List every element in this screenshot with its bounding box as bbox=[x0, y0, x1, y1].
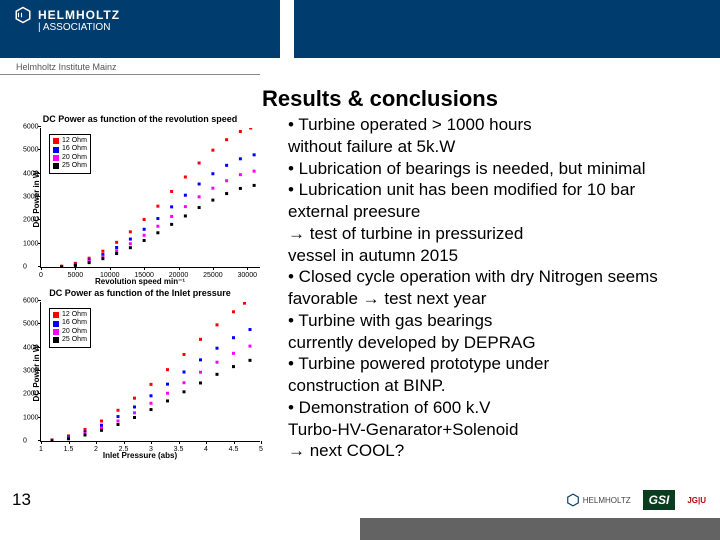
x-tick: 30000 bbox=[238, 272, 257, 279]
legend-item: 20 Ohm bbox=[53, 154, 87, 162]
footer-logo-text: GSI bbox=[649, 493, 670, 507]
legend-label: 25 Ohm bbox=[62, 336, 87, 344]
legend-label: 20 Ohm bbox=[62, 328, 87, 336]
y-tick: 3000 bbox=[23, 368, 39, 375]
chart2-xlabel: Inlet Pressure (abs) bbox=[103, 451, 177, 460]
content-area: DC Power as function of the revolution s… bbox=[10, 114, 710, 494]
chart-legend: 12 Ohm16 Ohm20 Ohm25 Ohm bbox=[49, 134, 91, 174]
y-tick: 6000 bbox=[23, 124, 39, 131]
legend-marker bbox=[53, 147, 59, 153]
bullet-list: • Turbine operated > 1000 hours without … bbox=[288, 114, 658, 494]
footer-logo-text: JG|U bbox=[687, 496, 706, 505]
y-tick: 1000 bbox=[23, 240, 39, 247]
y-tick: 5000 bbox=[23, 147, 39, 154]
bullet-line: • Turbine with gas bearings bbox=[288, 310, 658, 332]
legend-label: 16 Ohm bbox=[62, 145, 87, 153]
footer-logo-helmholtz: HELMHOLTZ bbox=[566, 490, 631, 510]
charts-column: DC Power as function of the revolution s… bbox=[10, 114, 270, 494]
chart2-plot-area: 11.522.533.544.5501000200030004000500060… bbox=[40, 302, 260, 442]
hexagon-icon bbox=[566, 493, 580, 507]
bullet-line: • Turbine powered prototype under bbox=[288, 353, 658, 375]
legend-marker bbox=[53, 138, 59, 144]
bullet-line: → next COOL? bbox=[288, 440, 658, 462]
institute-name: Helmholtz Institute Mainz bbox=[0, 58, 260, 75]
footer-logos: HELMHOLTZ GSI JG|U bbox=[566, 490, 706, 510]
legend-marker bbox=[53, 329, 59, 335]
y-tick: 4000 bbox=[23, 344, 39, 351]
y-tick: 6000 bbox=[23, 298, 39, 305]
chart-dc-power-vs-speed: DC Power as function of the revolution s… bbox=[10, 114, 270, 284]
bullet-line: construction at BINP. bbox=[288, 375, 658, 397]
chart1-title: DC Power as function of the revolution s… bbox=[43, 114, 238, 124]
chart1-xlabel: Revolution speed min⁻¹ bbox=[95, 277, 185, 286]
legend-item: 16 Ohm bbox=[53, 319, 87, 327]
footer-logo-gsi: GSI bbox=[643, 490, 676, 510]
logo-main-text: HELMHOLTZ bbox=[38, 8, 120, 22]
legend-item: 20 Ohm bbox=[53, 328, 87, 336]
y-tick: 0 bbox=[23, 438, 27, 445]
bullet-line: currently developed by DEPRAG bbox=[288, 332, 658, 354]
bullet-line: favorable → test next year bbox=[288, 288, 658, 310]
x-tick: 4 bbox=[204, 446, 208, 453]
bullet-line: • Turbine operated > 1000 hours bbox=[288, 114, 658, 136]
x-tick: 5000 bbox=[68, 272, 84, 279]
x-tick: 25000 bbox=[203, 272, 222, 279]
y-tick: 1000 bbox=[23, 414, 39, 421]
legend-marker bbox=[53, 163, 59, 169]
bullet-line: Turbo-HV-Genarator+Solenoid bbox=[288, 419, 658, 441]
footer-logo-text: HELMHOLTZ bbox=[583, 496, 631, 505]
x-tick: 2 bbox=[94, 446, 98, 453]
x-tick: 4.5 bbox=[229, 446, 239, 453]
legend-item: 25 Ohm bbox=[53, 336, 87, 344]
slide-title: Results & conclusions bbox=[262, 86, 498, 112]
legend-label: 20 Ohm bbox=[62, 154, 87, 162]
legend-marker bbox=[53, 155, 59, 161]
legend-marker bbox=[53, 321, 59, 327]
bullet-line: • Closed cycle operation with dry Nitrog… bbox=[288, 266, 658, 288]
y-tick: 2000 bbox=[23, 391, 39, 398]
x-tick: 5 bbox=[259, 446, 263, 453]
legend-item: 12 Ohm bbox=[53, 311, 87, 319]
page-number: 13 bbox=[12, 490, 31, 510]
x-tick: 0 bbox=[39, 272, 43, 279]
bullet-line: without failure at 5k.W bbox=[288, 136, 658, 158]
y-tick: 5000 bbox=[23, 321, 39, 328]
bullet-line: vessel in autumn 2015 bbox=[288, 245, 658, 267]
bullet-line: external preesure bbox=[288, 201, 658, 223]
y-tick: 4000 bbox=[23, 170, 39, 177]
y-tick: 2000 bbox=[23, 217, 39, 224]
legend-item: 25 Ohm bbox=[53, 162, 87, 170]
legend-item: 16 Ohm bbox=[53, 145, 87, 153]
legend-marker bbox=[53, 337, 59, 343]
legend-label: 12 Ohm bbox=[62, 311, 87, 319]
y-tick: 0 bbox=[23, 264, 27, 271]
chart1-plot-area: 0500010000150002000025000300000100020003… bbox=[40, 128, 260, 268]
header-notch bbox=[280, 0, 520, 58]
legend-item: 12 Ohm bbox=[53, 137, 87, 145]
chart2-title: DC Power as function of the Inlet pressu… bbox=[49, 288, 231, 298]
footer-bar bbox=[0, 518, 720, 540]
x-tick: 1.5 bbox=[64, 446, 74, 453]
x-tick: 1 bbox=[39, 446, 43, 453]
chart-dc-power-vs-pressure: DC Power as function of the Inlet pressu… bbox=[10, 288, 270, 458]
legend-label: 25 Ohm bbox=[62, 162, 87, 170]
bullet-line: • Lubrication of bearings is needed, but… bbox=[288, 158, 658, 180]
bullet-line: • Lubrication unit has been modified for… bbox=[288, 179, 658, 201]
legend-marker bbox=[53, 312, 59, 318]
legend-label: 16 Ohm bbox=[62, 319, 87, 327]
legend-label: 12 Ohm bbox=[62, 137, 87, 145]
bullet-line: • Demonstration of 600 k.V bbox=[288, 397, 658, 419]
y-tick: 3000 bbox=[23, 194, 39, 201]
chart-legend: 12 Ohm16 Ohm20 Ohm25 Ohm bbox=[49, 308, 91, 348]
footer-logo-jgu: JG|U bbox=[687, 490, 706, 510]
hexagon-icon bbox=[14, 6, 32, 24]
bullet-line: → test of turbine in pressurized bbox=[288, 223, 658, 245]
slide-header: HELMHOLTZ | ASSOCIATION bbox=[0, 0, 720, 58]
